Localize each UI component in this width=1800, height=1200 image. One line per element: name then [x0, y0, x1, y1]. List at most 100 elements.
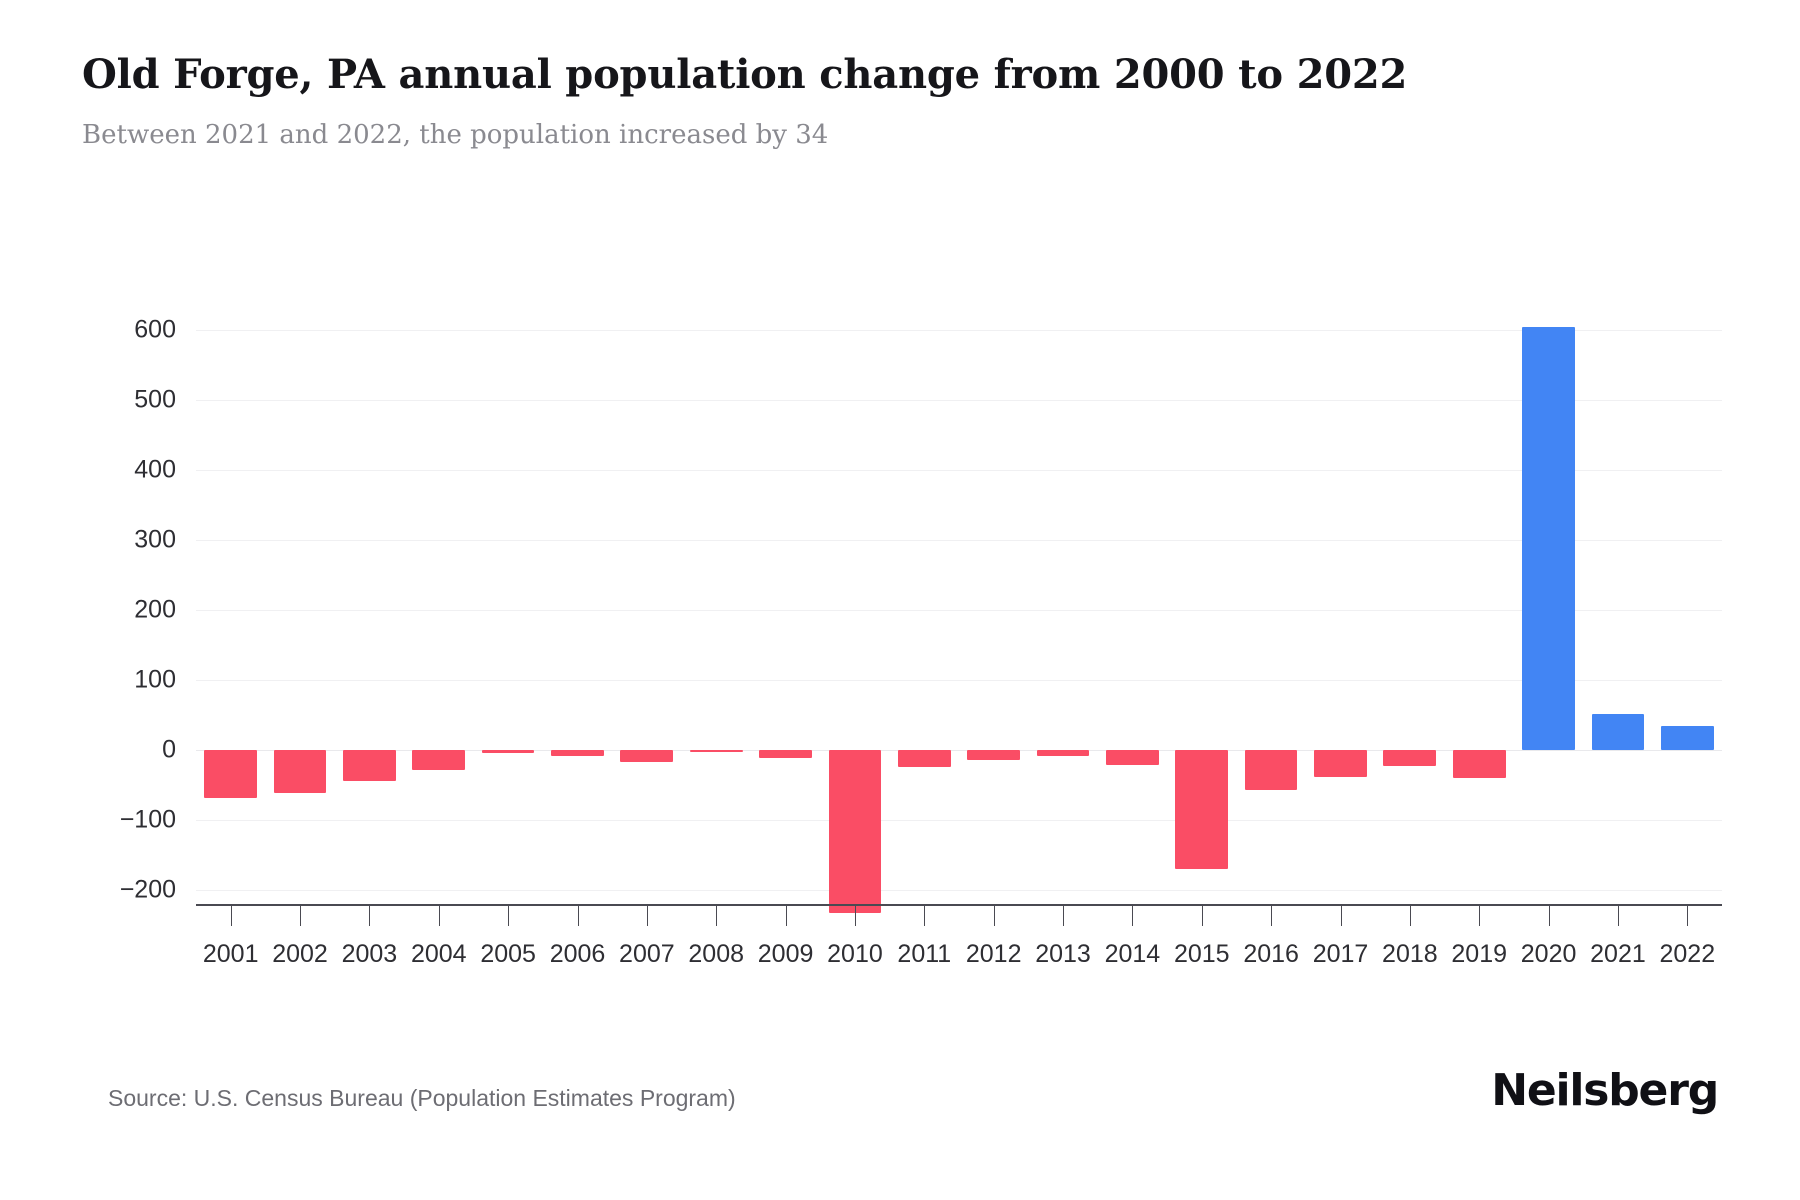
gridline — [196, 330, 1722, 331]
bar-slot — [196, 302, 265, 904]
chart-subtitle: Between 2021 and 2022, the population in… — [82, 120, 829, 150]
bar-slot — [335, 302, 404, 904]
x-axis-tick — [1132, 904, 1134, 926]
gridline — [196, 680, 1722, 681]
x-axis-tick — [1409, 904, 1411, 926]
gridline — [196, 820, 1722, 821]
x-axis-tick — [785, 904, 787, 926]
x-axis-tick — [993, 904, 995, 926]
x-axis-tick — [854, 904, 856, 926]
bar-2017[interactable] — [1314, 750, 1367, 777]
bar-2007[interactable] — [620, 750, 674, 762]
y-axis-tick-label: 300 — [134, 525, 176, 554]
x-axis-tick-label: 2022 — [1659, 940, 1716, 968]
x-axis-tick — [577, 904, 579, 926]
bar-2013[interactable] — [1036, 750, 1090, 757]
x-axis-tick-label: 2012 — [965, 940, 1022, 968]
x-axis-tick-label: 2001 — [202, 940, 259, 968]
source-note: Source: U.S. Census Bureau (Population E… — [108, 1085, 736, 1111]
bar-2008[interactable] — [689, 750, 743, 753]
bar-2014[interactable] — [1106, 750, 1159, 765]
x-axis-tick-label: 2008 — [688, 940, 745, 968]
x-axis-tick — [1479, 904, 1481, 926]
x-axis-tick — [1063, 904, 1065, 926]
brand-logo: Neilsberg — [1491, 1065, 1719, 1116]
x-axis-tick-label: 2010 — [827, 940, 883, 968]
x-axis-tick-label: 2019 — [1451, 940, 1508, 968]
gridline — [196, 400, 1722, 401]
chart-header: Old Forge, PA annual population change f… — [82, 52, 1722, 151]
x-axis-tick — [1340, 904, 1342, 926]
gridline — [196, 540, 1722, 541]
y-axis-tick-label: −200 — [119, 875, 176, 904]
bar-2012[interactable] — [967, 750, 1021, 760]
bar-2021[interactable] — [1591, 713, 1645, 750]
bar-2005[interactable] — [481, 750, 535, 753]
bar-series — [196, 302, 1722, 914]
plot-area: 600 500 400 300 200 100 0 −100 −200 — [120, 302, 1722, 914]
bar-slot — [959, 302, 1028, 904]
bar-slot — [1028, 302, 1097, 904]
x-axis-tick-label: 2017 — [1312, 940, 1369, 968]
bar-2002[interactable] — [273, 750, 327, 794]
x-axis-tick-label: 2011 — [897, 940, 952, 968]
bar-2009[interactable] — [759, 750, 812, 758]
x-axis-tick — [1271, 904, 1273, 926]
bar-slot — [473, 302, 542, 904]
x-axis-tick-label: 2009 — [757, 940, 814, 968]
bar-2010[interactable] — [828, 750, 882, 914]
x-axis-tick-label: 2018 — [1382, 940, 1438, 968]
bar-2015[interactable] — [1175, 750, 1229, 869]
x-axis-tick-label: 2007 — [619, 940, 675, 968]
bar-2003[interactable] — [343, 750, 396, 781]
page-title: Old Forge, PA annual population change f… — [82, 51, 1408, 98]
bar-slot — [1306, 302, 1375, 904]
x-axis-tick — [369, 904, 371, 926]
bar-slot — [404, 302, 473, 904]
gridline — [196, 750, 1722, 751]
bar-2016[interactable] — [1244, 750, 1298, 790]
bar-2004[interactable] — [412, 750, 466, 770]
x-axis-tick — [1687, 904, 1689, 926]
x-axis-tick-label: 2002 — [272, 940, 328, 968]
x-axis-tick — [1617, 904, 1619, 926]
bar-2022[interactable] — [1660, 726, 1714, 750]
x-axis-tick-label: 2006 — [549, 940, 606, 968]
bar-2011[interactable] — [897, 750, 951, 767]
bar-slot — [1375, 302, 1444, 904]
bar-2020[interactable] — [1522, 326, 1575, 750]
bar-slot — [1167, 302, 1236, 904]
bar-slot — [543, 302, 612, 904]
x-axis-tick-label: 2021 — [1590, 940, 1646, 968]
bar-slot — [1236, 302, 1305, 904]
x-axis-tick-label: 2005 — [480, 940, 536, 968]
x-axis-tick — [300, 904, 302, 926]
x-axis-tick — [1201, 904, 1203, 926]
bar-slot — [751, 302, 820, 904]
x-axis-tick-label: 2014 — [1104, 940, 1161, 968]
x-axis-tick — [646, 904, 648, 926]
bar-2006[interactable] — [551, 750, 604, 756]
bar-2018[interactable] — [1383, 750, 1437, 767]
x-axis-line — [196, 904, 1722, 906]
bar-slot — [890, 302, 959, 904]
bar-2001[interactable] — [204, 750, 258, 798]
bar-slot — [1098, 302, 1167, 904]
x-axis-tick — [1548, 904, 1550, 926]
y-axis-tick-label: 0 — [162, 735, 176, 764]
x-axis-tick-label: 2020 — [1520, 940, 1577, 968]
bar-slot — [1445, 302, 1514, 904]
bar-2019[interactable] — [1452, 750, 1506, 778]
gridline — [196, 610, 1722, 611]
bar-slot — [820, 302, 889, 914]
x-axis-tick-label: 2004 — [410, 940, 467, 968]
bar-slot — [612, 302, 681, 904]
y-axis-tick-label: 500 — [134, 385, 176, 414]
bar-slot — [265, 302, 334, 904]
x-axis-tick — [924, 904, 926, 926]
y-axis-tick-label: 600 — [134, 315, 176, 344]
y-axis-tick-label: 200 — [134, 595, 176, 624]
gridline — [196, 890, 1722, 891]
bar-slot — [1583, 302, 1652, 904]
